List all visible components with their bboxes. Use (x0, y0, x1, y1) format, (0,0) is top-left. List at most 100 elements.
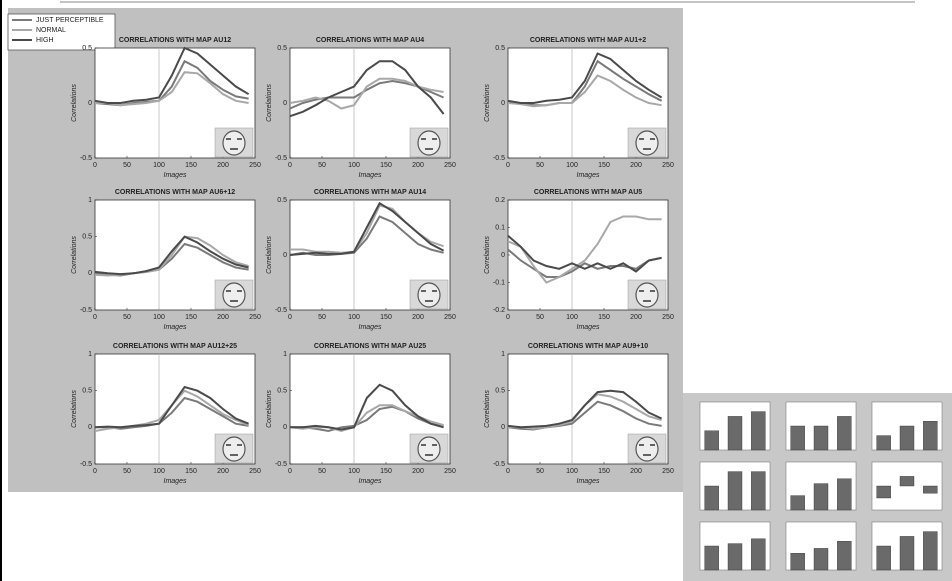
x-axis-label: Images (164, 478, 187, 485)
chart-title: CORRELATIONS WITH MAP AU9+10 (528, 343, 648, 350)
bar (814, 484, 828, 510)
bar-chart (700, 462, 770, 510)
x-tick-label: 100 (153, 468, 165, 475)
chart-title: CORRELATIONS WITH MAP AU25 (314, 343, 426, 350)
line-chart: CORRELATIONS WITH MAP AU14ImagesCorrelat… (266, 189, 456, 331)
y-axis-label: Correlations (266, 84, 273, 122)
x-axis-label: Images (359, 172, 382, 179)
y-tick-label: 0 (88, 270, 92, 277)
y-tick-label: 0.5 (495, 45, 505, 52)
x-tick-label: 250 (444, 468, 456, 475)
map-face (418, 437, 440, 461)
bar (728, 544, 742, 570)
x-axis-label: Images (577, 172, 600, 179)
line-chart: CORRELATIONS WITH MAP AU4ImagesCorrelati… (266, 37, 456, 179)
bar (728, 416, 742, 450)
x-axis-label: Images (359, 478, 382, 485)
bar (705, 431, 719, 450)
y-tick-label: 0 (283, 424, 287, 431)
bar (791, 426, 805, 450)
y-tick-label: 0 (501, 424, 505, 431)
y-tick-label: 0 (88, 424, 92, 431)
x-tick-label: 150 (185, 162, 197, 169)
x-tick-label: 200 (217, 162, 229, 169)
bar-chart (872, 522, 942, 570)
line-chart: CORRELATIONS WITH MAP AU25ImagesCorrelat… (266, 343, 456, 485)
y-tick-label: -0.1 (493, 279, 505, 286)
map-face (636, 437, 658, 461)
x-tick-label: 0 (93, 314, 97, 321)
x-tick-label: 250 (662, 468, 674, 475)
x-tick-label: 100 (566, 468, 578, 475)
bar (923, 532, 937, 570)
map-face (223, 131, 245, 155)
line-chart: CORRELATIONS WITH MAP AU1+2ImagesCorrela… (484, 37, 674, 179)
bar (900, 536, 914, 570)
y-tick-label: -0.5 (493, 155, 505, 162)
y-tick-label: 0 (283, 100, 287, 107)
line-chart: CORRELATIONS WITH MAP AU9+10ImagesCorrel… (484, 343, 674, 485)
y-tick-label: -0.5 (275, 461, 287, 468)
bar (814, 548, 828, 570)
bar-chart (786, 462, 856, 510)
x-tick-label: 250 (249, 314, 261, 321)
map-face (418, 283, 440, 307)
bar (751, 472, 765, 510)
x-axis-label: Images (164, 172, 187, 179)
chart-title: CORRELATIONS WITH MAP AU5 (534, 189, 642, 196)
y-tick-label: 0 (283, 252, 287, 259)
bar-chart (872, 462, 942, 510)
x-tick-label: 50 (318, 162, 326, 169)
x-tick-label: 100 (348, 468, 360, 475)
bar (705, 546, 719, 570)
x-tick-label: 50 (123, 468, 131, 475)
bar (877, 546, 891, 570)
x-tick-label: 0 (506, 314, 510, 321)
line-chart: CORRELATIONS WITH MAP AU12+25 Images Corre… (71, 343, 261, 485)
chart-title: CORRELATIONS WITH MAP AU6+12 (115, 189, 235, 196)
y-axis-label: Correlations (71, 390, 78, 428)
line-chart: CORRELATIONS WITH MAP AU5ImagesCorrelati… (484, 189, 674, 331)
bar (705, 486, 719, 510)
bar (837, 416, 851, 450)
bar (900, 426, 914, 450)
line-chart: CORRELATIONS WITH MAP AU6+12ImagesCorrel… (71, 189, 261, 331)
x-tick-label: 150 (185, 468, 197, 475)
x-tick-label: 0 (506, 162, 510, 169)
chart-title: CORRELATIONS WITH MAP AU14 (314, 189, 426, 196)
x-tick-label: 100 (566, 314, 578, 321)
y-tick-label: 0.2 (495, 197, 505, 204)
y-tick-label: 1 (283, 351, 287, 358)
x-tick-label: 200 (630, 162, 642, 169)
x-axis-label: Images (577, 324, 600, 331)
bar (791, 496, 805, 510)
map-face (223, 437, 245, 461)
y-tick-label: 0 (501, 252, 505, 259)
x-tick-label: 250 (662, 314, 674, 321)
x-tick-label: 100 (348, 162, 360, 169)
x-tick-label: 50 (536, 162, 544, 169)
map-face (418, 131, 440, 155)
x-tick-label: 50 (123, 162, 131, 169)
legend-label: NORMAL (36, 27, 66, 34)
chart-title: CORRELATIONS WITH MAP AU1+2 (530, 37, 646, 44)
bar-chart (700, 522, 770, 570)
x-axis-label: Images (164, 324, 187, 331)
y-tick-label: 0.1 (495, 224, 505, 231)
bar-chart (700, 402, 770, 450)
bar (751, 539, 765, 570)
y-tick-label: 0.5 (82, 234, 92, 241)
x-tick-label: 200 (217, 314, 229, 321)
y-tick-label: 0.5 (277, 45, 287, 52)
x-axis-label: Images (577, 478, 600, 485)
screenshot: JUST PERCEPTIBLENORMALHIGH CORRELATIONS … (0, 0, 952, 581)
x-tick-label: 50 (123, 314, 131, 321)
y-tick-label: -0.5 (80, 307, 92, 314)
chart-title: CORRELATIONS WITH MAP AU12+25 (113, 343, 237, 350)
bar-chart (872, 402, 942, 450)
y-tick-label: 0 (501, 100, 505, 107)
x-tick-label: 50 (536, 468, 544, 475)
x-tick-label: 200 (630, 314, 642, 321)
y-tick-label: -0.5 (493, 461, 505, 468)
bar (923, 486, 937, 493)
